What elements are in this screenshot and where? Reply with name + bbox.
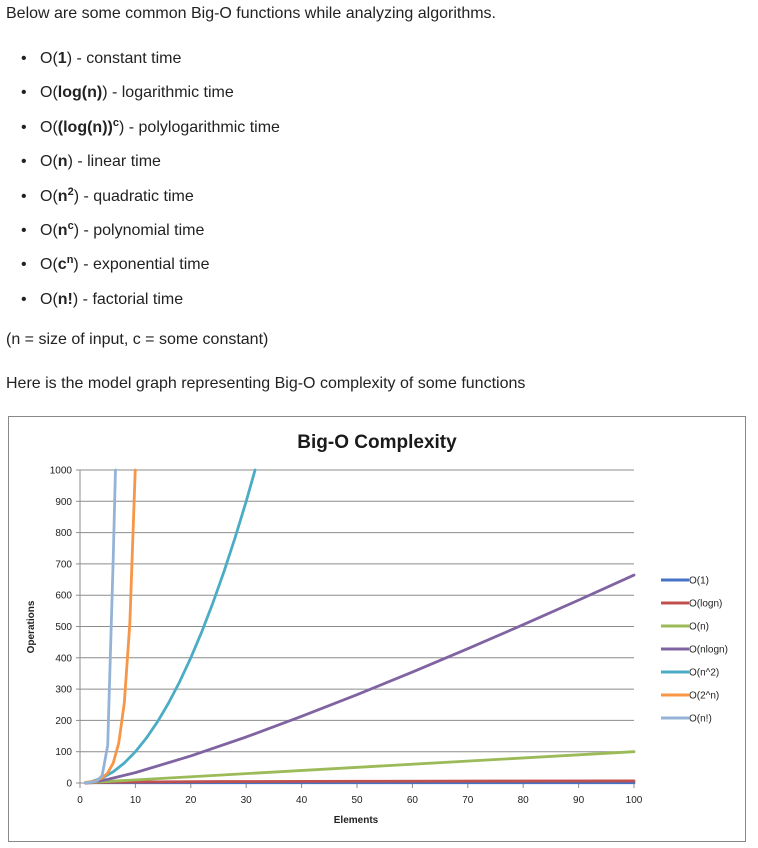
legend-label: O(n!): [689, 714, 712, 725]
y-tick-label: 600: [55, 591, 72, 602]
list-item: O(n) - linear time: [0, 151, 700, 185]
y-tick-label: 800: [55, 528, 72, 539]
legend-label: O(logn): [689, 599, 722, 610]
legend-label: O(1): [689, 576, 709, 587]
y-tick-label: 0: [66, 779, 72, 790]
x-tick-label: 0: [77, 795, 83, 806]
y-tick-label: 300: [55, 685, 72, 696]
y-tick-label: 700: [55, 559, 72, 570]
legend-label: O(nlogn): [689, 645, 728, 656]
x-tick-label: 90: [573, 795, 585, 806]
list-item: O(n2) - quadratic time: [0, 186, 700, 220]
y-tick-label: 500: [55, 622, 72, 633]
y-tick-label: 100: [55, 747, 72, 758]
y-tick-label: 400: [55, 653, 72, 664]
series-line: [84, 468, 257, 785]
note-text: (n = size of input, c = some constant): [6, 331, 269, 348]
chart-frame: Big-O Complexity 0 100 200 300 400 500 600 700 8…: [8, 416, 746, 842]
legend-label: O(n^2): [689, 668, 719, 679]
x-axis-label: Elements: [334, 815, 379, 826]
x-tick-label: 20: [185, 795, 197, 806]
list-item: O(nc) - polynomial time: [0, 220, 700, 254]
list-item: O(n!) - factorial time: [0, 289, 700, 323]
x-tick-label: 30: [241, 795, 253, 806]
chart-title: Big-O Complexity: [297, 432, 457, 453]
x-tick-label: 100: [626, 795, 643, 806]
y-tick-label: 200: [55, 716, 72, 727]
legend-label: O(n): [689, 622, 709, 633]
y-axis-label: Operations: [26, 600, 37, 653]
y-tick-label: 900: [55, 497, 72, 508]
list-item: O((log(n))c) - polylogarithmic time: [0, 117, 700, 151]
x-tick-label: 80: [518, 795, 530, 806]
list-item: O(1) - constant time: [0, 48, 700, 82]
x-tick-label: 10: [130, 795, 142, 806]
list-item: O(log(n)) - logarithmic time: [0, 82, 700, 116]
y-tick-label: 1000: [50, 466, 73, 477]
series-line: [84, 750, 636, 785]
intro-text: Below are some common Big-O functions wh…: [6, 5, 496, 22]
x-tick-label: 50: [351, 795, 363, 806]
big-o-chart: Big-O Complexity 01002003004005006007008…: [26, 432, 728, 826]
series-line: [84, 573, 636, 785]
x-tick-label: 70: [462, 795, 474, 806]
x-tick-label: 60: [407, 795, 419, 806]
big-o-function-list: O(1) - constant time O(log(n)) - logarit…: [0, 48, 700, 323]
lead-text: Here is the model graph representing Big…: [6, 375, 526, 392]
x-tick-label: 40: [296, 795, 308, 806]
list-item: O(cn) - exponential time: [0, 254, 700, 288]
series-line: [84, 468, 117, 785]
legend-label: O(2^n): [689, 691, 719, 702]
